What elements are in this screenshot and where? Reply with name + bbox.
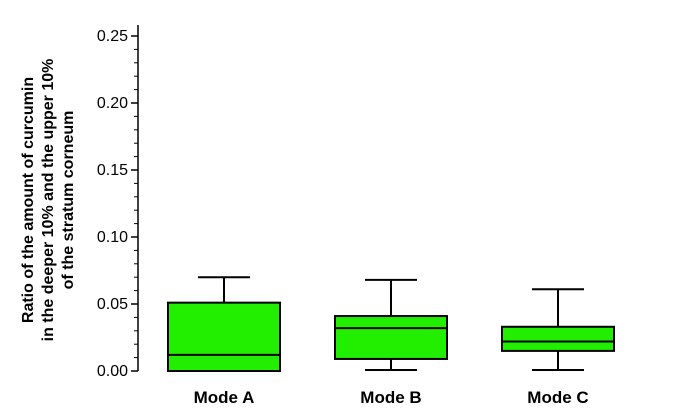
y-axis-label: Ratio of the amount of curcumin in the d… xyxy=(20,59,77,342)
box-body-1 xyxy=(334,315,448,360)
y-tick-label-2: 0.10 xyxy=(97,229,128,246)
y-axis-label-line-3: of the stratum corneum xyxy=(60,111,77,290)
y-axis-ticks: 0.00 0.05 0.10 0.15 0.20 0.25 xyxy=(97,28,138,380)
box-body-2 xyxy=(501,325,615,352)
box-1 xyxy=(334,278,448,371)
y-tick-label-0: 0.00 xyxy=(97,363,128,380)
box-series xyxy=(167,276,615,372)
y-tick-label-5: 0.25 xyxy=(97,28,128,45)
box-body-0 xyxy=(167,301,281,372)
y-axis-label-line-2: in the deeper 10% and the upper 10% xyxy=(40,59,57,342)
box-0 xyxy=(167,276,281,372)
box-2 xyxy=(501,288,615,371)
x-category-label-1: Mode B xyxy=(360,388,421,407)
y-tick-label-1: 0.05 xyxy=(97,296,128,313)
y-axis-label-line-1: Ratio of the amount of curcumin xyxy=(20,77,37,323)
y-tick-label-4: 0.20 xyxy=(97,95,128,112)
x-category-label-0: Mode A xyxy=(194,388,255,407)
x-axis-labels: Mode A Mode B Mode C xyxy=(194,388,589,407)
y-tick-label-3: 0.15 xyxy=(97,162,128,179)
x-category-label-2: Mode C xyxy=(527,388,588,407)
